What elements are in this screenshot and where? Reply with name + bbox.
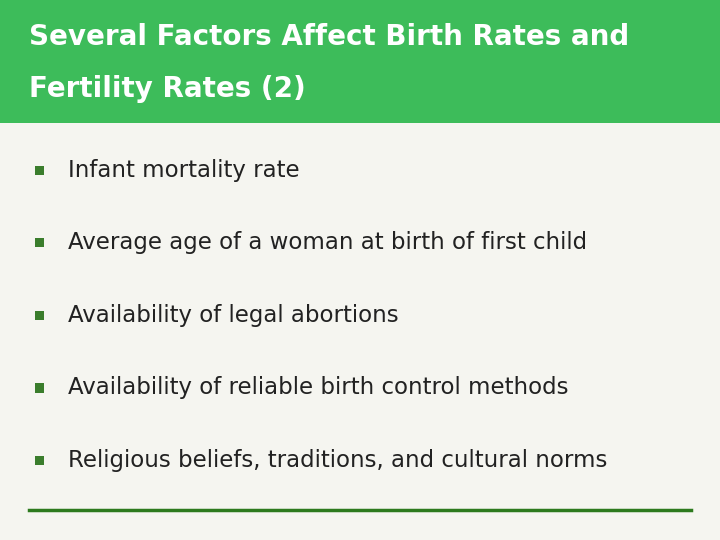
Bar	[35, 238, 45, 247]
Text: Infant mortality rate: Infant mortality rate	[68, 159, 300, 181]
Text: Availability of reliable birth control methods: Availability of reliable birth control m…	[68, 376, 569, 400]
Bar	[0, 0, 720, 123]
Bar	[35, 310, 45, 320]
Text: Fertility Rates (2): Fertility Rates (2)	[29, 75, 305, 103]
Text: Average age of a woman at birth of first child: Average age of a woman at birth of first…	[68, 231, 588, 254]
Bar	[35, 166, 45, 175]
Bar	[35, 456, 45, 465]
Bar	[35, 383, 45, 393]
Text: Several Factors Affect Birth Rates and: Several Factors Affect Birth Rates and	[29, 23, 629, 51]
Text: Availability of legal abortions: Availability of legal abortions	[68, 304, 399, 327]
Text: Religious beliefs, traditions, and cultural norms: Religious beliefs, traditions, and cultu…	[68, 449, 608, 472]
